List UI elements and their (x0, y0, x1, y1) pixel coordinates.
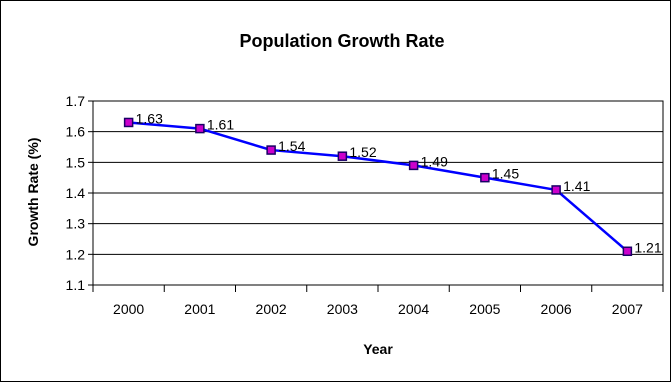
data-point-2000 (123, 117, 134, 128)
data-label-2000: 1.63 (136, 110, 163, 126)
x-axis-ticks: 2000 2001 2002 2003 2004 2005 2006 2007 (92, 285, 664, 317)
series-growth-rate (123, 117, 633, 257)
data-labels: 1.63 1.61 1.54 1.52 1.49 1.45 1.41 1.21 (136, 110, 662, 255)
data-point-2004 (408, 160, 419, 171)
data-label-2003: 1.52 (349, 144, 376, 160)
data-label-2005: 1.45 (492, 166, 519, 182)
data-point-2003 (337, 151, 348, 161)
data-label-2007: 1.21 (634, 239, 661, 255)
x-tick-label-2000: 2000 (113, 301, 144, 317)
x-tick-label-2006: 2006 (541, 301, 572, 317)
y-tick-label-1.1: 1.1 (66, 277, 86, 293)
y-tick-label-1.7: 1.7 (66, 93, 86, 109)
data-label-2001: 1.61 (207, 117, 234, 133)
y-axis-ticks: 1.1 1.2 1.3 1.4 1.5 1.6 1.7 (66, 93, 93, 293)
data-label-2002: 1.54 (278, 138, 305, 154)
data-point-2005 (480, 172, 490, 183)
x-tick-label-2005: 2005 (469, 301, 500, 317)
x-tick-label-2002: 2002 (256, 301, 287, 317)
y-tick-label-1.4: 1.4 (66, 185, 86, 201)
data-point-2006 (551, 185, 561, 195)
data-point-2002 (266, 145, 276, 155)
data-point-2007 (622, 246, 633, 257)
x-tick-label-2001: 2001 (184, 301, 215, 317)
y-tick-label-1.2: 1.2 (66, 246, 86, 262)
chart-title: Population Growth Rate (240, 31, 445, 51)
x-tick-label-2007: 2007 (612, 301, 643, 317)
x-axis-title: Year (363, 341, 393, 357)
y-tick-label-1.6: 1.6 (66, 124, 86, 140)
data-label-2004: 1.49 (421, 153, 448, 169)
x-tick-label-2004: 2004 (398, 301, 429, 317)
y-tick-label-1.3: 1.3 (66, 216, 86, 232)
series-line (128, 121, 629, 253)
y-tick-label-1.5: 1.5 (66, 154, 86, 170)
y-axis-title: Growth Rate (%) (25, 138, 41, 247)
data-point-2001 (195, 123, 205, 134)
data-label-2006: 1.41 (563, 178, 590, 194)
x-tick-label-2003: 2003 (327, 301, 358, 317)
